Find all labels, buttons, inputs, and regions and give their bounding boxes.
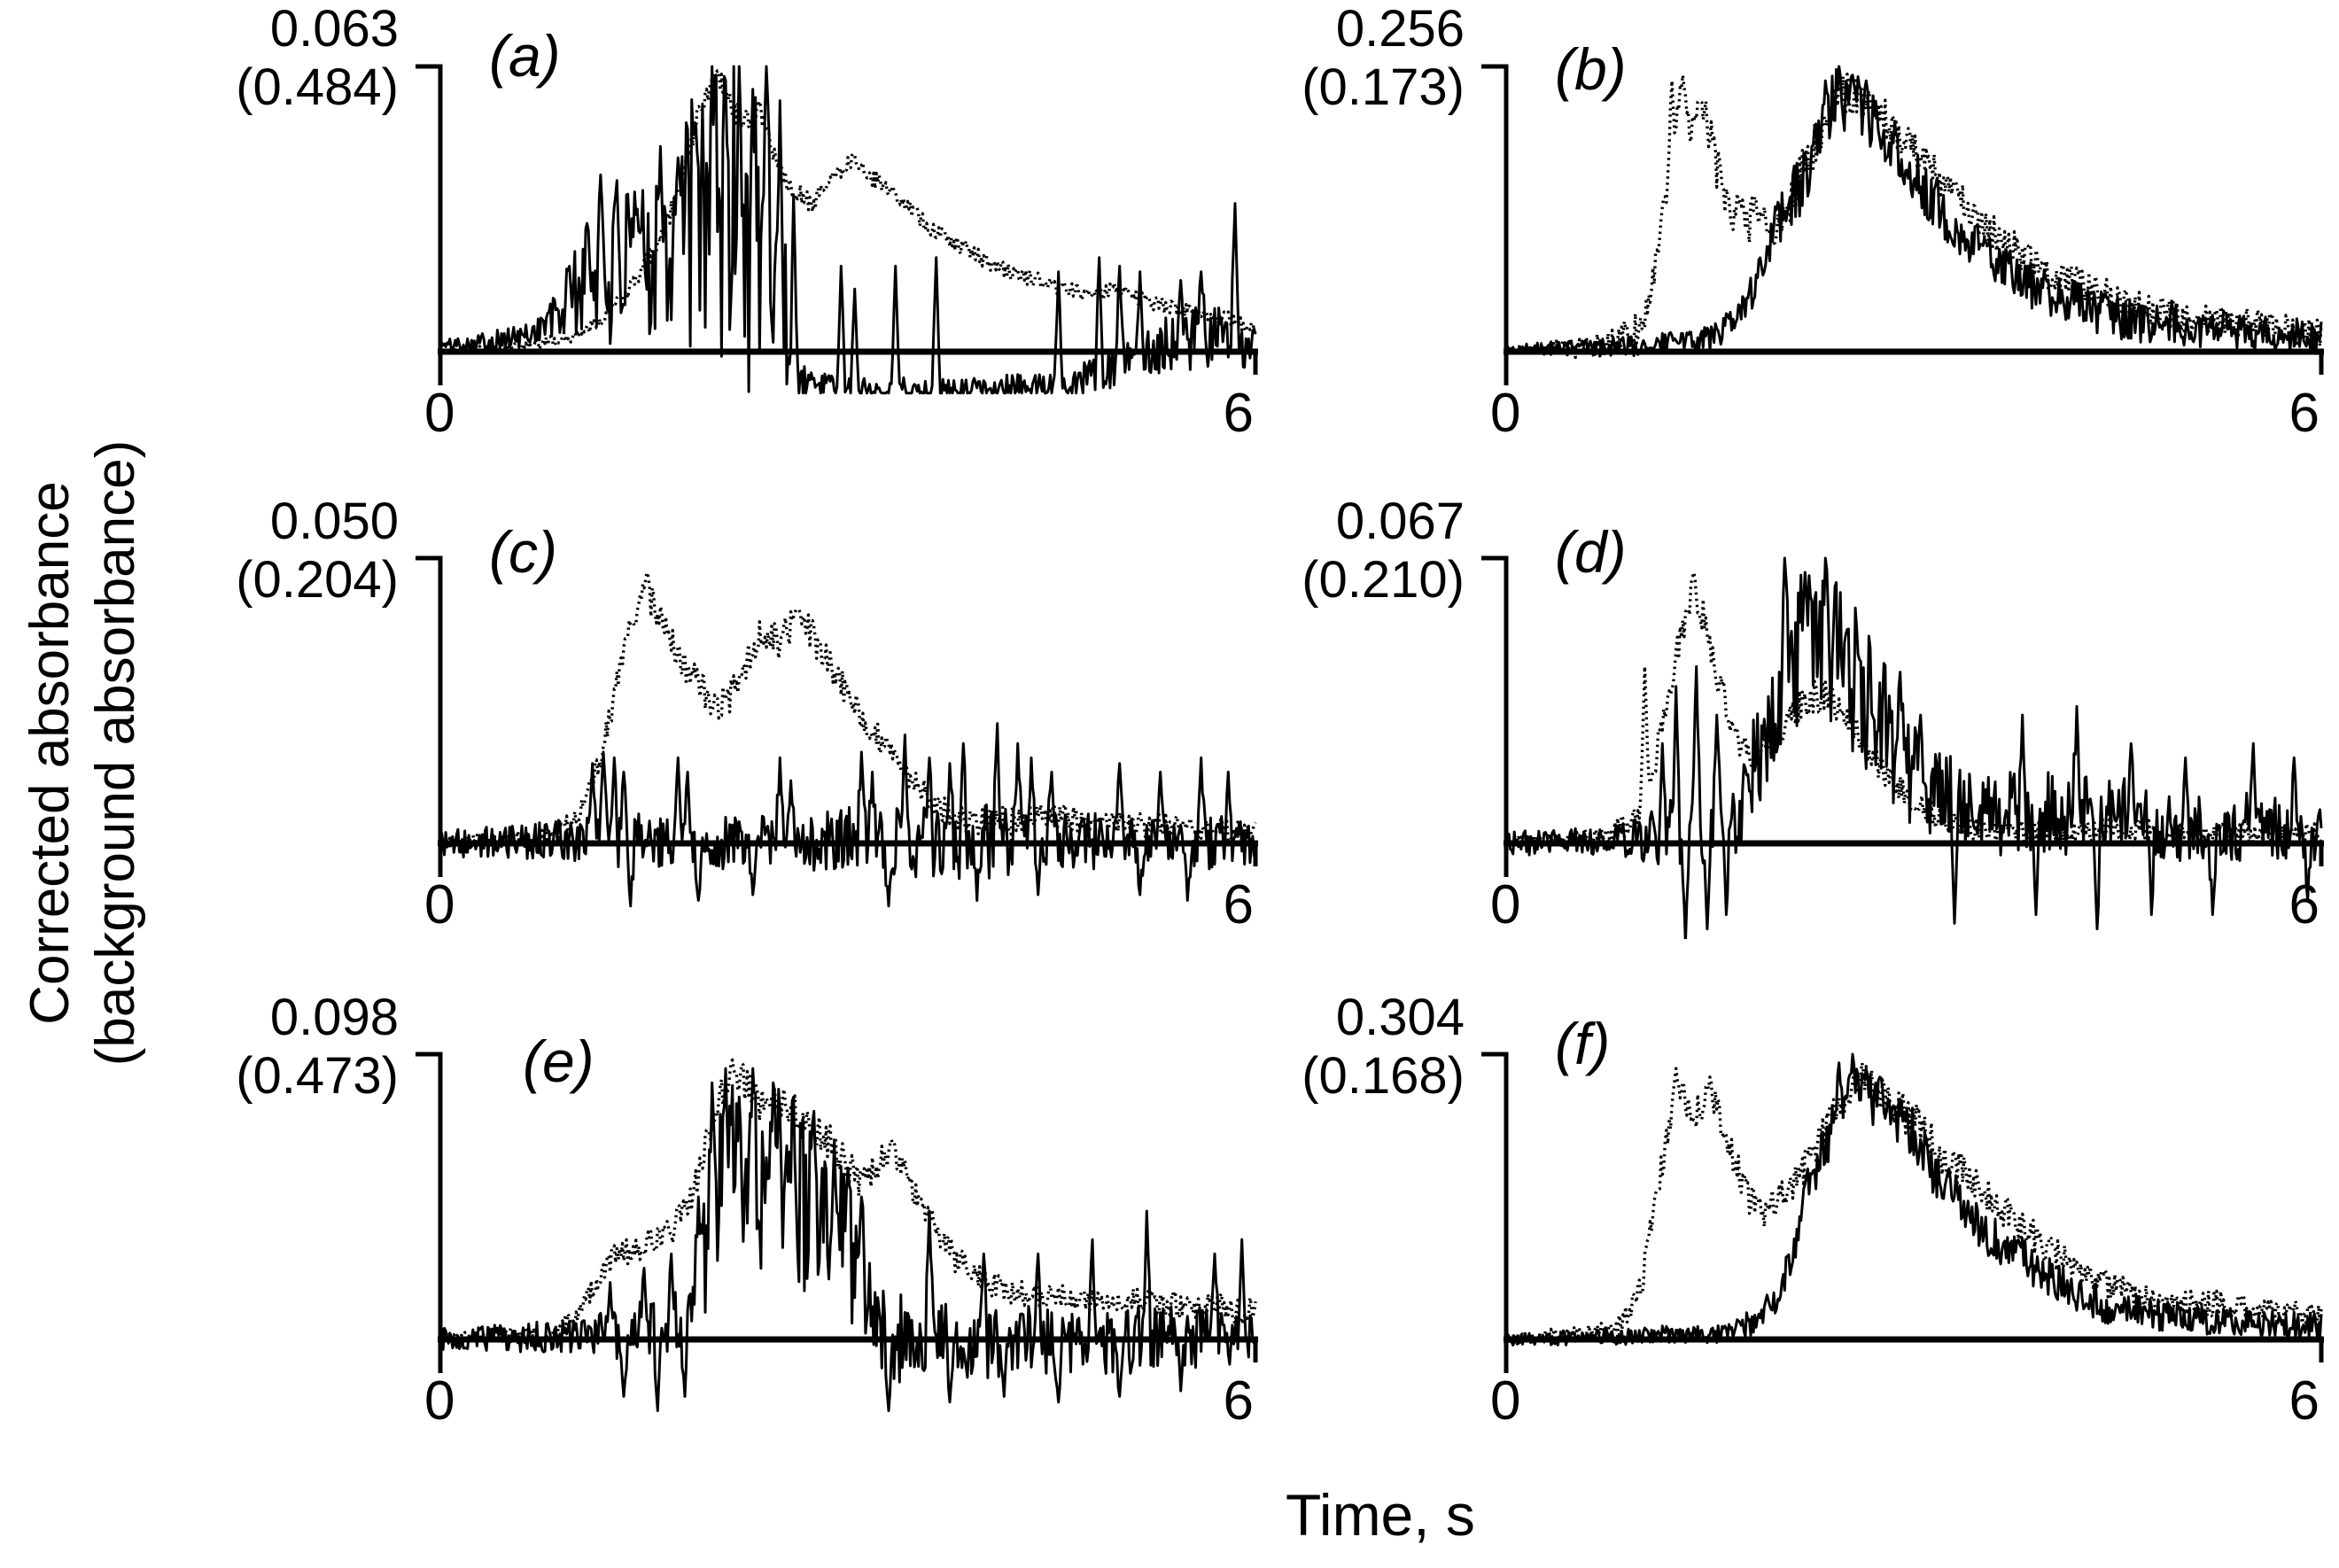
peak-scale-f: 0.304 xyxy=(1335,989,1465,1046)
peak-scale-b: 0.256 xyxy=(1335,0,1465,58)
panel-e: 0 6 xyxy=(405,1045,1264,1435)
x-tick-0-b: 0 xyxy=(1490,383,1520,444)
background-trace-d xyxy=(1504,571,2323,849)
background-trace-a xyxy=(439,69,1257,355)
y-axis-f xyxy=(1481,1052,1509,1373)
panel-b: 0 6 xyxy=(1471,58,2330,447)
plot-d: 0 6 xyxy=(1481,555,2324,939)
panel-letter-c: (c) xyxy=(489,519,557,585)
corrected-trace-a xyxy=(439,65,1257,395)
x-axis-label: Time, s xyxy=(1286,1482,1475,1548)
plot-a: 0 6 xyxy=(416,64,1258,444)
scale-label-e: 0.098 (0.473) xyxy=(53,989,399,1106)
x-tick-6-e: 6 xyxy=(1224,1370,1254,1432)
background-trace-e xyxy=(439,1058,1257,1345)
x-tick-0-d: 0 xyxy=(1490,874,1520,935)
corrected-trace-d xyxy=(1504,556,2323,939)
y-axis-label-line2: (background absorbance) xyxy=(85,439,146,1067)
background-trace-b xyxy=(1504,72,2323,360)
background-scale-a: (0.484) xyxy=(236,58,399,116)
peak-scale-a: 0.063 xyxy=(269,0,399,58)
x-tick-6-a: 6 xyxy=(1224,383,1254,444)
plot-c: 0 6 xyxy=(416,555,1258,935)
scale-label-a: 0.063 (0.484) xyxy=(53,0,399,117)
y-axis-b xyxy=(1481,64,1509,385)
background-scale-b: (0.173) xyxy=(1302,58,1465,116)
background-scale-d: (0.210) xyxy=(1302,551,1465,609)
corrected-trace-e xyxy=(439,1067,1257,1412)
panel-f: 0 6 xyxy=(1471,1045,2330,1435)
y-axis-label: Corrected absorbance (background absorba… xyxy=(18,204,159,1302)
panel-d: 0 6 xyxy=(1471,549,2330,939)
plot-b: 0 6 xyxy=(1481,64,2324,444)
y-axis-a xyxy=(416,64,443,385)
background-trace-f xyxy=(1504,1061,2323,1344)
corrected-trace-b xyxy=(1505,65,2323,358)
x-tick-6-d: 6 xyxy=(2289,874,2320,935)
background-scale-c: (0.204) xyxy=(236,551,399,609)
x-tick-0-a: 0 xyxy=(424,383,455,444)
panel-letter-e: (e) xyxy=(523,1029,594,1094)
y-axis-e xyxy=(416,1052,443,1373)
background-scale-e: (0.473) xyxy=(236,1047,399,1105)
corrected-trace-c xyxy=(439,722,1257,908)
x-tick-0-c: 0 xyxy=(424,874,455,935)
panel-a: 0 6 xyxy=(405,58,1264,447)
x-tick-0-e: 0 xyxy=(424,1370,455,1432)
y-axis-label-line1: Corrected absorbance xyxy=(19,481,81,1025)
plot-f: 0 6 xyxy=(1481,1052,2324,1432)
panel-letter-b: (b) xyxy=(1555,36,1627,102)
scale-label-c: 0.050 (0.204) xyxy=(53,493,399,609)
panel-c: 0 6 xyxy=(405,549,1264,939)
x-tick-6-c: 6 xyxy=(1224,874,1254,935)
peak-scale-d: 0.067 xyxy=(1335,493,1465,550)
panel-letter-f: (f) xyxy=(1555,1011,1611,1076)
x-tick-6-b: 6 xyxy=(2289,383,2320,444)
y-axis-d xyxy=(1481,555,1509,877)
y-axis-c xyxy=(416,555,443,877)
peak-scale-e: 0.098 xyxy=(269,989,399,1046)
background-scale-f: (0.168) xyxy=(1302,1047,1465,1105)
panel-letter-a: (a) xyxy=(489,23,561,89)
corrected-trace-f xyxy=(1504,1052,2323,1347)
scale-label-f: 0.304 (0.168) xyxy=(1119,989,1465,1106)
panel-letter-d: (d) xyxy=(1555,519,1627,585)
scale-label-b: 0.256 (0.173) xyxy=(1119,0,1465,117)
x-tick-0-f: 0 xyxy=(1490,1370,1520,1432)
scale-label-d: 0.067 (0.210) xyxy=(1119,493,1465,609)
background-trace-c xyxy=(439,571,1257,850)
peak-scale-c: 0.050 xyxy=(269,493,399,550)
plot-e: 0 6 xyxy=(416,1052,1258,1432)
x-tick-6-f: 6 xyxy=(2289,1370,2320,1432)
